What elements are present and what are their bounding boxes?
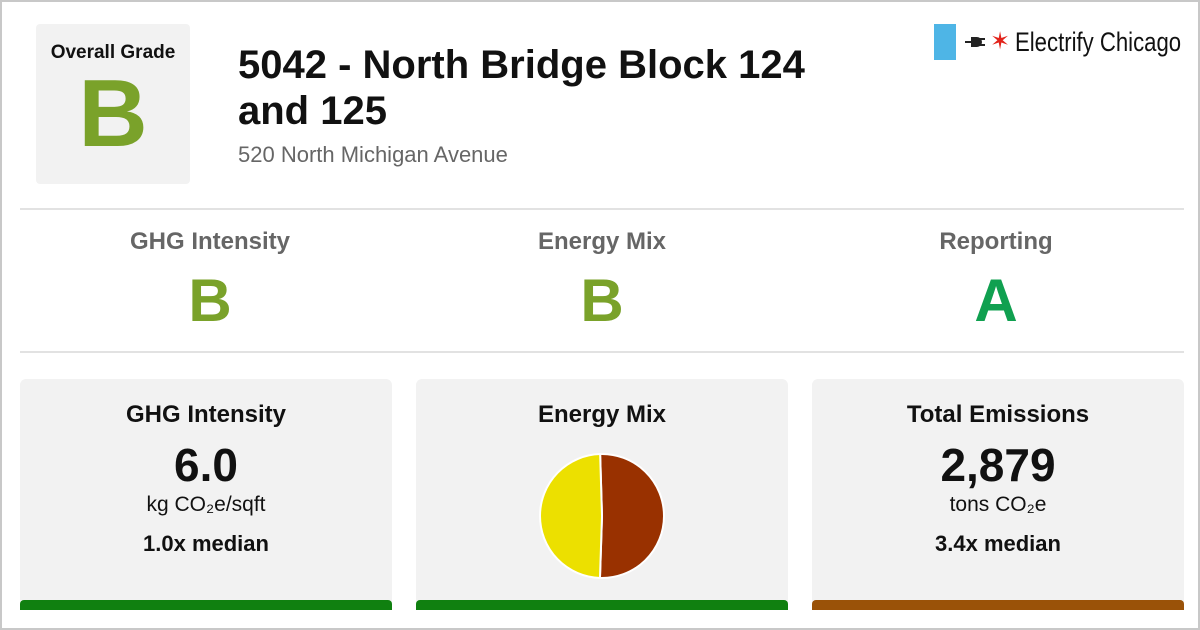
status-bar xyxy=(416,600,788,610)
pie-slice-0 xyxy=(598,453,665,579)
total-unit: tons CO₂e xyxy=(949,493,1047,516)
status-bar xyxy=(20,600,392,610)
card-title: GHG Intensity xyxy=(125,401,287,428)
subgrade-label: Reporting xyxy=(939,228,1053,255)
subgrade-label: GHG Intensity xyxy=(129,228,291,255)
divider xyxy=(20,351,1184,353)
status-bar xyxy=(812,600,1184,610)
total-value: 2,879 xyxy=(940,439,1056,491)
building-title: 5042 - North Bridge Block 124 and 125 xyxy=(238,43,805,133)
ghg-value: 6.0 xyxy=(174,439,238,491)
ghg-unit: kg CO₂e/sqft xyxy=(146,493,266,516)
ghg-median: 1.0x median xyxy=(143,531,269,556)
card-total-emissions: Total Emissions 2,879 tons CO₂e 3.4x med… xyxy=(812,379,1184,610)
subgrade-letter: B xyxy=(580,267,624,334)
card-energy-mix: Energy Mix xyxy=(416,379,788,610)
energy-mix-pie-chart xyxy=(538,452,665,580)
building-address: 520 North Michigan Avenue xyxy=(238,142,508,167)
overall-grade-letter: B xyxy=(78,60,148,167)
subgrade-letter: A xyxy=(974,267,1018,334)
card-title: Total Emissions xyxy=(906,401,1090,428)
overall-grade-box: Overall Grade B xyxy=(36,24,190,184)
subgrade-letter: B xyxy=(188,267,232,334)
star-icon: ✶ xyxy=(990,28,1011,55)
flag-stripe-icon xyxy=(934,24,956,60)
subgrade-ghg: GHG Intensity B xyxy=(20,228,400,334)
brand-name: Electrify Chicago xyxy=(1015,26,1182,57)
brand-logo[interactable]: ✶ Electrify Chicago xyxy=(934,24,1200,60)
overall-grade-label: Overall Grade xyxy=(50,42,176,63)
card-ghg-intensity: GHG Intensity 6.0 kg CO₂e/sqft 1.0x medi… xyxy=(20,379,392,610)
subgrade-energy-mix: Energy Mix B xyxy=(412,228,792,334)
total-median: 3.4x median xyxy=(935,531,1061,556)
subgrade-label: Energy Mix xyxy=(537,228,667,255)
card-title: Energy Mix xyxy=(537,401,667,428)
plug-icon xyxy=(965,37,985,47)
divider xyxy=(20,208,1184,210)
pie-slice-1 xyxy=(538,452,604,580)
subgrade-reporting: Reporting A xyxy=(806,228,1186,334)
